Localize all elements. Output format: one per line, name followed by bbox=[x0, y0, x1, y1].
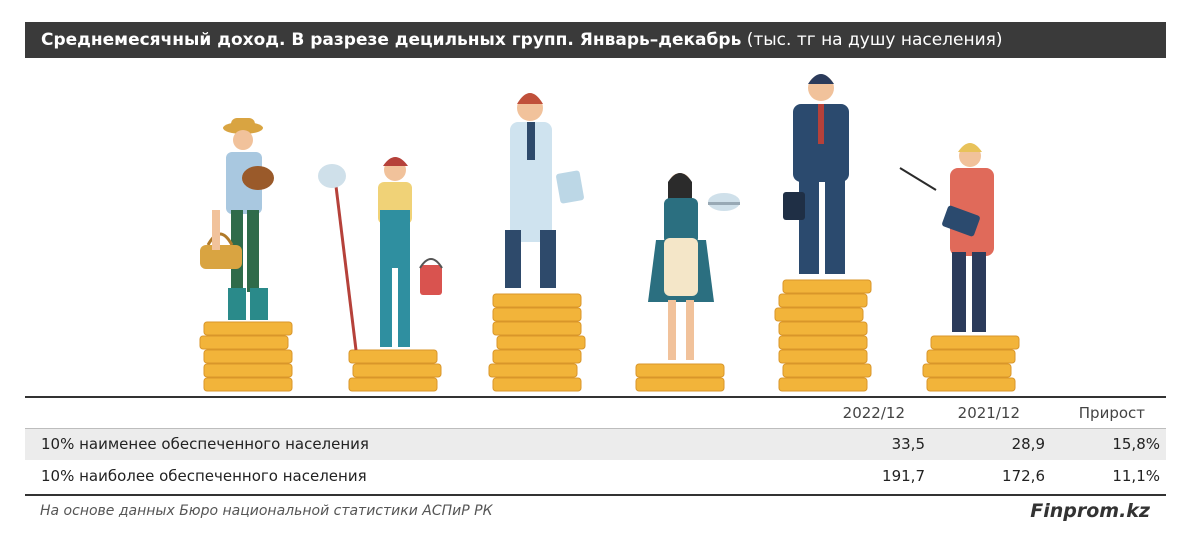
waitress-icon bbox=[648, 173, 740, 360]
coin-stacks bbox=[199, 279, 1020, 392]
coin bbox=[348, 349, 438, 364]
teacher-icon bbox=[899, 143, 994, 332]
coin bbox=[635, 363, 725, 378]
coin bbox=[488, 363, 578, 378]
coin bbox=[492, 377, 582, 392]
farmer-icon bbox=[200, 118, 274, 320]
coin bbox=[635, 377, 725, 392]
cell-2022: 191,7 bbox=[882, 467, 925, 485]
title-bar: Среднемесячный доход. В разрезе децильны… bbox=[25, 22, 1166, 58]
coin bbox=[930, 335, 1020, 350]
cell-growth: 15,8% bbox=[1112, 435, 1160, 453]
doctor-icon bbox=[505, 93, 584, 288]
table-header-rule bbox=[25, 428, 1166, 429]
coin bbox=[203, 321, 293, 336]
table-bottom-rule bbox=[25, 494, 1166, 496]
coin bbox=[203, 377, 293, 392]
coin bbox=[922, 363, 1012, 378]
coin bbox=[778, 321, 868, 336]
coin bbox=[199, 335, 289, 350]
chart-title: Среднемесячный доход. В разрезе децильны… bbox=[41, 30, 1003, 50]
col-header-growth: Прирост bbox=[1078, 404, 1145, 422]
coin bbox=[203, 349, 293, 364]
table-row: 10% наименее обеспеченного населения 33,… bbox=[25, 429, 1166, 460]
cell-growth: 11,1% bbox=[1112, 467, 1160, 485]
col-header-2021: 2021/12 bbox=[957, 404, 1020, 422]
table-row: 10% наиболее обеспеченного населения 191… bbox=[25, 461, 1166, 492]
coin bbox=[492, 321, 582, 336]
coin bbox=[778, 349, 868, 364]
coin bbox=[926, 377, 1016, 392]
coin bbox=[926, 349, 1016, 364]
coin bbox=[782, 279, 872, 294]
cell-2022: 33,5 bbox=[891, 435, 925, 453]
businessman-icon bbox=[783, 74, 849, 274]
cleaner-icon bbox=[318, 157, 443, 351]
illustration bbox=[199, 74, 1020, 392]
source-note: На основе данных Бюро национальной стати… bbox=[40, 503, 493, 519]
coin bbox=[774, 307, 864, 322]
coin bbox=[492, 307, 582, 322]
coin bbox=[496, 335, 586, 350]
chart-title-main: Среднемесячный доход. В разрезе децильны… bbox=[41, 30, 742, 50]
coin bbox=[492, 293, 582, 308]
row-label: 10% наименее обеспеченного населения bbox=[41, 435, 369, 453]
chart-title-unit: (тыс. тг на душу населения) bbox=[746, 30, 1003, 50]
col-header-2022: 2022/12 bbox=[842, 404, 905, 422]
coin bbox=[203, 363, 293, 378]
coin bbox=[778, 377, 868, 392]
cell-2021: 28,9 bbox=[1011, 435, 1045, 453]
brand-logo: Finprom.kz bbox=[1030, 500, 1150, 522]
coin bbox=[492, 349, 582, 364]
coin bbox=[348, 377, 438, 392]
coin bbox=[778, 293, 868, 308]
coin bbox=[782, 363, 872, 378]
row-label: 10% наиболее обеспеченного населения bbox=[41, 467, 367, 485]
coin bbox=[352, 363, 442, 378]
table-top-rule bbox=[25, 396, 1166, 398]
cell-2021: 172,6 bbox=[1002, 467, 1045, 485]
coin bbox=[778, 335, 868, 350]
